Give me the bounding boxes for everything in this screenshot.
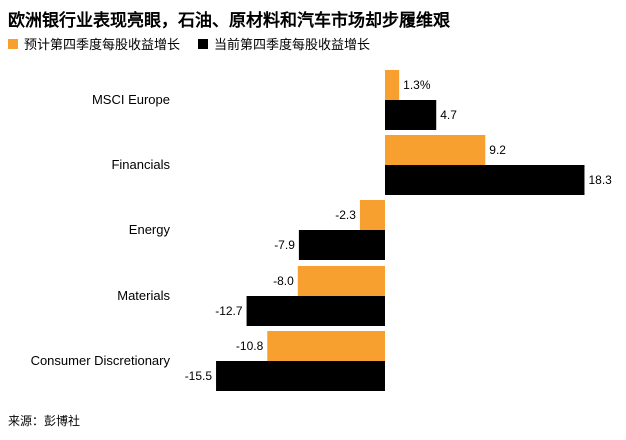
category-label: MSCI Europe xyxy=(92,92,170,107)
legend-item-current: 当前第四季度每股收益增长 xyxy=(198,34,370,53)
data-label: -8.0 xyxy=(273,274,294,288)
legend: 预计第四季度每股收益增长 当前第四季度每股收益增长 xyxy=(8,34,388,53)
category-label: Consumer Discretionary xyxy=(31,353,171,368)
data-label: 1.3% xyxy=(403,78,431,92)
data-label: -12.7 xyxy=(215,304,243,318)
category-label: Materials xyxy=(117,288,170,303)
source-note: 来源：彭博社 xyxy=(8,414,81,428)
bar-forecast xyxy=(267,331,385,361)
data-label: -7.9 xyxy=(274,238,295,252)
bar-current xyxy=(216,361,385,391)
bar-current xyxy=(246,296,385,326)
data-label: -2.3 xyxy=(335,208,356,222)
category-label: Financials xyxy=(111,157,170,172)
data-label: 18.3 xyxy=(588,173,612,187)
bar-current xyxy=(298,230,385,260)
bar-current xyxy=(385,165,585,195)
bar-forecast xyxy=(385,70,400,100)
category-label: Energy xyxy=(129,222,171,237)
legend-label-forecast: 预计第四季度每股收益增长 xyxy=(24,38,181,53)
bar-forecast xyxy=(297,266,385,296)
data-label: -10.8 xyxy=(236,339,264,353)
data-label: -15.5 xyxy=(185,369,213,383)
bar-current xyxy=(385,100,437,130)
bar-forecast xyxy=(359,200,385,230)
legend-swatch-current xyxy=(198,38,209,49)
chart-title: 欧洲银行业表现亮眼，石油、原材料和汽车市场却步履维艰 xyxy=(8,11,450,31)
legend-label-current: 当前第四季度每股收益增长 xyxy=(214,38,371,53)
data-label: 9.2 xyxy=(489,143,506,157)
legend-swatch-forecast xyxy=(8,38,18,49)
bar-forecast xyxy=(385,135,486,165)
data-label: 4.7 xyxy=(440,108,457,122)
legend-item-forecast: 预计第四季度每股收益增长 xyxy=(8,34,180,53)
